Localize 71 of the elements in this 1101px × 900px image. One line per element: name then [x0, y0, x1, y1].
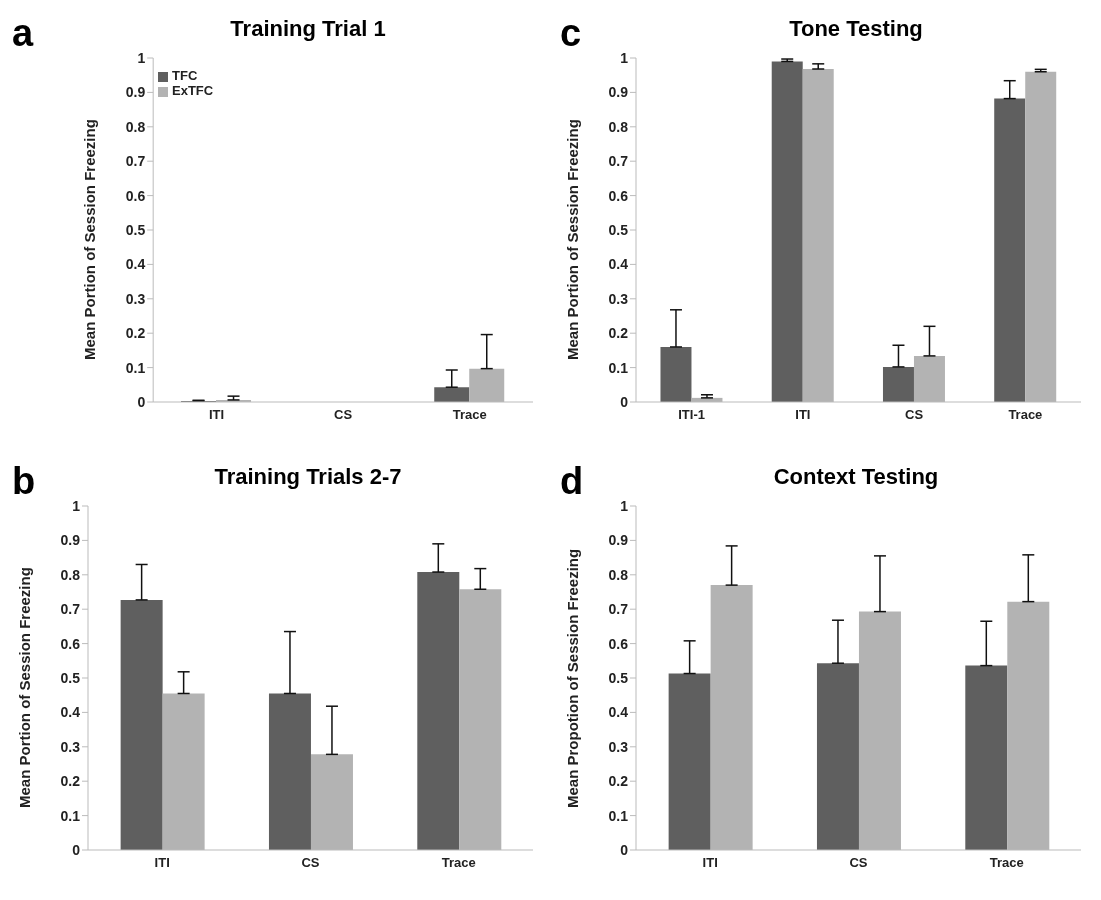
y-tick-label: 0.7: [608, 153, 629, 170]
y-tick-label: 0.3: [608, 738, 629, 755]
y-tick-label: 0.2: [60, 773, 81, 790]
y-axis-title: Mean Portion of Session Freezing: [564, 119, 582, 360]
y-tick-label: 0.5: [608, 669, 629, 686]
x-tick-label: CS: [905, 407, 924, 423]
y-tick-label: 1: [620, 497, 629, 514]
x-tick-label: CS: [334, 407, 353, 423]
y-tick-label: 0.3: [125, 290, 146, 307]
x-tick-label: Trace: [452, 407, 487, 423]
y-tick-label: 0: [137, 393, 146, 410]
y-tick-label: 0.1: [608, 359, 629, 376]
y-tick-label: 0.5: [125, 221, 146, 238]
y-tick-label: 0.1: [60, 807, 81, 824]
x-tick-label: ITI-1: [678, 407, 705, 423]
y-tick-label: 0.5: [608, 221, 629, 238]
y-axis-title: Mean Portion of Session Freezing: [16, 567, 34, 808]
y-tick-label: 0.4: [125, 256, 146, 273]
y-tick-label: 0.9: [60, 532, 81, 549]
legend-label: ExTFC: [172, 83, 214, 98]
y-tick-label: 0: [72, 841, 81, 858]
y-tick-label: 0.8: [60, 566, 81, 583]
chart-title: Context Testing: [772, 464, 940, 490]
y-tick-label: 0.1: [608, 807, 629, 824]
y-tick-label: 0.5: [60, 669, 81, 686]
y-tick-label: 0.6: [608, 187, 629, 204]
x-tick-label: ITI: [795, 407, 811, 423]
y-tick-label: 1: [137, 49, 146, 66]
y-tick-label: 0.9: [125, 84, 146, 101]
x-tick-label: CS: [849, 855, 868, 871]
y-tick-label: 0.2: [125, 325, 146, 342]
chart-title: Training Trials 2-7: [213, 464, 403, 490]
text: a: [12, 12, 34, 55]
y-axis-title: Mean Propotion of Session Freezing: [564, 548, 582, 808]
y-tick-label: 0.2: [608, 325, 629, 342]
x-tick-label: Trace: [441, 855, 476, 871]
y-tick-label: 0: [620, 393, 629, 410]
legend-label: TFC: [172, 68, 198, 83]
chart-title: Training Trial 1: [229, 16, 387, 42]
y-tick-label: 0.6: [125, 187, 146, 204]
x-tick-label: ITI: [154, 855, 170, 871]
y-tick-label: 0.8: [608, 118, 629, 135]
x-tick-label: Trace: [1008, 407, 1043, 423]
y-tick-label: 0.7: [125, 153, 146, 170]
y-tick-label: 1: [72, 497, 81, 514]
text: d: [560, 460, 584, 503]
y-tick-label: 0.9: [608, 532, 629, 549]
x-tick-label: ITI: [208, 407, 225, 423]
y-tick-label: 0.1: [125, 359, 146, 376]
y-tick-label: 0.3: [608, 290, 629, 307]
y-tick-label: 0.7: [60, 601, 81, 618]
text: c: [560, 12, 582, 55]
y-tick-label: 0.8: [608, 566, 629, 583]
x-tick-label: Trace: [989, 855, 1024, 871]
y-tick-label: 0.2: [608, 773, 629, 790]
y-tick-label: 0.3: [60, 738, 81, 755]
y-tick-label: 0.9: [608, 84, 629, 101]
y-tick-label: 0.6: [608, 635, 629, 652]
chart-title: Tone Testing: [788, 16, 924, 42]
y-tick-label: 0.4: [60, 704, 81, 721]
y-tick-label: 0.4: [608, 256, 629, 273]
y-tick-label: 0.8: [125, 118, 146, 135]
x-tick-label: ITI: [702, 855, 718, 871]
text: b: [12, 460, 36, 503]
y-tick-label: 1: [620, 49, 629, 66]
y-axis-title: Mean Portion of Session Freezing: [81, 119, 99, 360]
y-tick-label: 0: [620, 841, 629, 858]
x-tick-label: CS: [301, 855, 320, 871]
y-tick-label: 0.4: [608, 704, 629, 721]
y-tick-label: 0.7: [608, 601, 629, 618]
y-tick-label: 0.6: [60, 635, 81, 652]
